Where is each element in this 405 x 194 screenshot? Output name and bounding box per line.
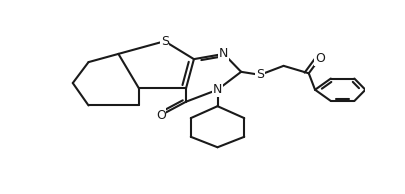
Text: N: N	[219, 47, 228, 60]
Text: S: S	[160, 35, 168, 48]
Text: S: S	[256, 68, 263, 81]
Text: O: O	[156, 109, 165, 122]
Text: N: N	[212, 83, 222, 96]
Text: O: O	[314, 52, 324, 65]
